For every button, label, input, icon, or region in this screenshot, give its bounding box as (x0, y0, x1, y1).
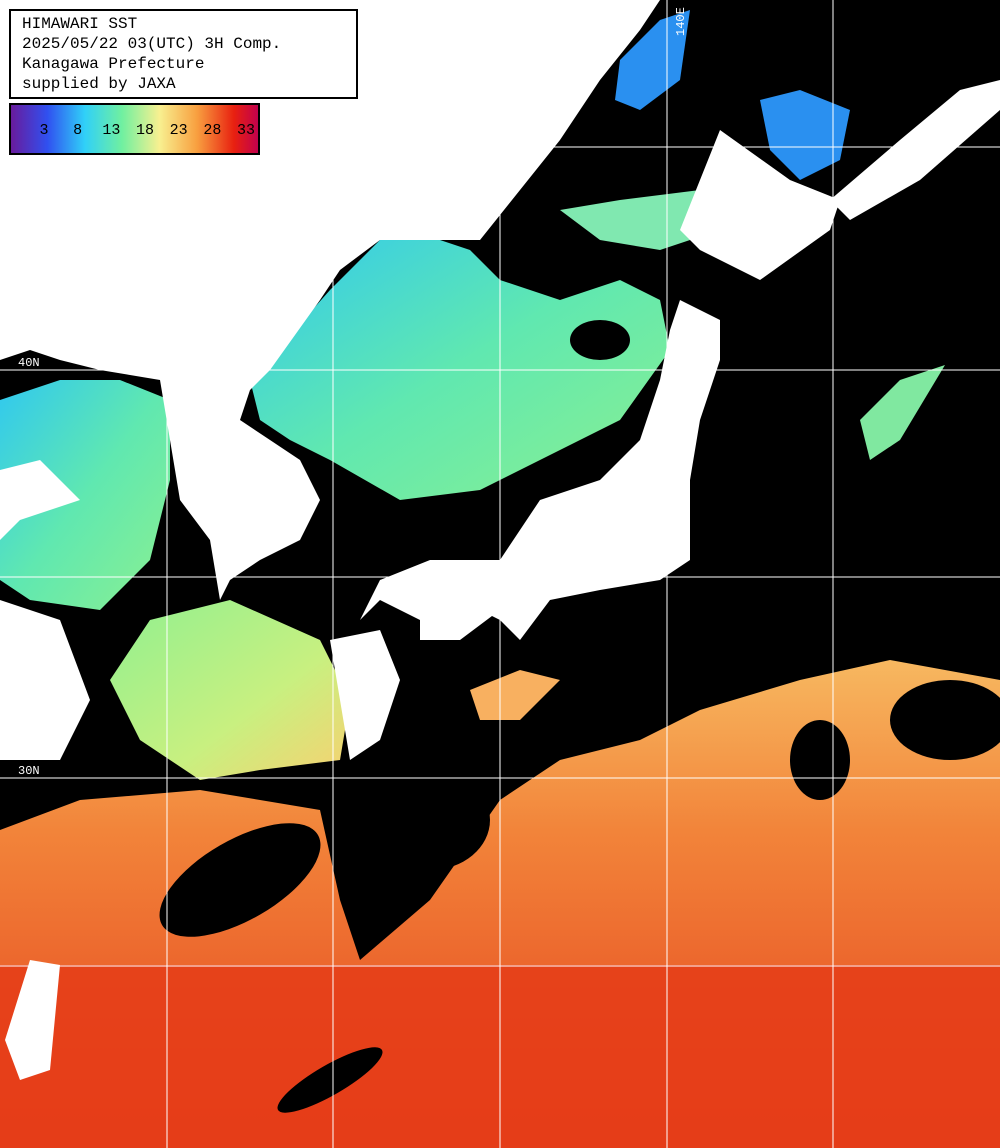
lon-label: 140E (674, 7, 688, 36)
colorbar-ticks: 3 8 13 18 23 28 33 (39, 122, 255, 139)
header-box (9, 9, 358, 99)
colorbar (9, 103, 260, 155)
colorbar-tick-label: 28 (203, 122, 221, 139)
lat-label: 40N (18, 356, 40, 370)
colorbar-tick-label: 23 (170, 122, 188, 139)
colorbar-tick-label: 13 (102, 122, 120, 139)
lat-label: 30N (18, 764, 40, 778)
clouds (159, 320, 1000, 1113)
header-line: supplied by JAXA (22, 75, 176, 93)
colorbar-tick-label: 33 (237, 122, 255, 139)
header-line: 2025/05/22 03(UTC) 3H Comp. (22, 35, 281, 53)
header-line: Kanagawa Prefecture (22, 55, 204, 73)
colorbar-tick-label: 18 (136, 122, 154, 139)
header-line: HIMAWARI SST (22, 15, 137, 33)
colorbar-tick-label: 8 (73, 122, 82, 139)
colorbar-tick-label: 3 (39, 122, 48, 139)
